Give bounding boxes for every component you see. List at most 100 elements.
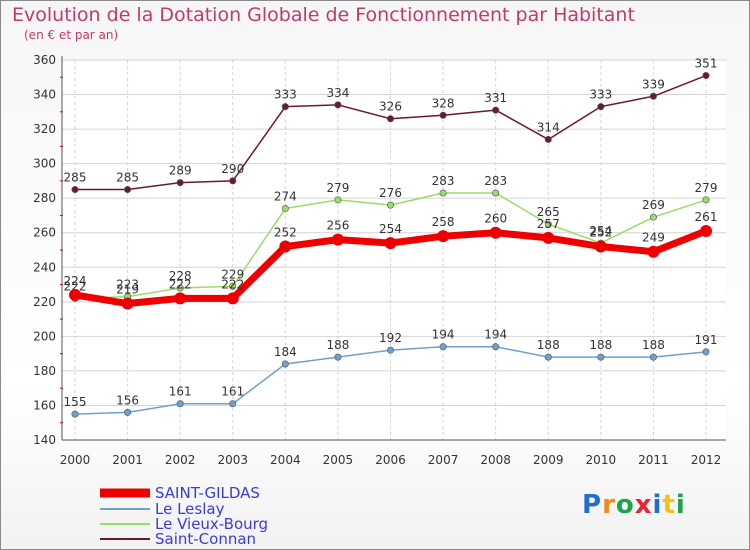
data-point [439, 111, 447, 119]
data-point [437, 230, 450, 243]
data-point [597, 353, 605, 361]
y-tick-label: 360 [33, 53, 56, 67]
x-tick-label: 2003 [217, 453, 248, 467]
data-point [176, 284, 184, 292]
data-point [229, 400, 237, 408]
data-label: 188 [589, 338, 612, 352]
data-point [279, 240, 292, 253]
data-label: 269 [642, 198, 665, 212]
data-point [121, 297, 134, 310]
data-point [229, 282, 237, 290]
data-label: 252 [274, 226, 297, 240]
data-label: 222 [169, 277, 192, 291]
data-label: 333 [589, 88, 612, 102]
data-label: 261 [695, 210, 718, 224]
x-tick-label: 2007 [428, 453, 459, 467]
data-point [226, 292, 239, 305]
legend-label: Saint-Connan [155, 530, 256, 548]
data-label: 351 [695, 57, 718, 71]
data-label: 184 [274, 345, 297, 359]
data-point [176, 179, 184, 187]
data-point [544, 135, 552, 143]
data-label: 331 [484, 91, 507, 105]
data-point [71, 186, 79, 194]
data-point [386, 346, 394, 354]
proxiti-logo: Proxiti [582, 490, 686, 520]
data-point [281, 205, 289, 213]
y-tick-label: 200 [33, 329, 56, 343]
data-label: 156 [116, 393, 139, 407]
x-tick-label: 2012 [691, 453, 722, 467]
data-label: 279 [326, 181, 349, 195]
data-label: 188 [537, 338, 560, 352]
data-point [649, 213, 657, 221]
data-label: 326 [379, 100, 402, 114]
x-tick-label: 2006 [375, 453, 406, 467]
data-label: 283 [484, 174, 507, 188]
data-point [544, 353, 552, 361]
data-point [542, 231, 555, 244]
data-point [544, 220, 552, 228]
data-label: 188 [326, 338, 349, 352]
data-label: 254 [589, 224, 612, 238]
logo-letter: i [675, 490, 686, 520]
data-label: 289 [169, 164, 192, 178]
data-label: 252 [589, 226, 612, 240]
data-label: 223 [116, 278, 139, 292]
y-tick-label: 180 [33, 364, 56, 378]
data-point [281, 360, 289, 368]
data-label: 285 [116, 171, 139, 185]
x-tick-label: 2010 [586, 453, 617, 467]
data-point [124, 408, 132, 416]
x-tick-label: 2008 [480, 453, 511, 467]
data-label: 257 [537, 217, 560, 231]
data-label: 276 [379, 186, 402, 200]
data-label: 328 [432, 96, 455, 110]
data-point [334, 196, 342, 204]
chart-subtitle: (en € et par an) [24, 28, 119, 42]
data-label: 333 [274, 88, 297, 102]
data-point [649, 92, 657, 100]
data-point [281, 103, 289, 111]
data-point [492, 189, 500, 197]
data-point [229, 177, 237, 185]
data-label: 191 [695, 333, 718, 347]
data-label: 222 [221, 277, 244, 291]
data-point [702, 72, 710, 80]
data-label: 161 [169, 385, 192, 399]
data-point [334, 101, 342, 109]
data-point [492, 343, 500, 351]
x-tick-label: 2000 [60, 453, 91, 467]
data-point [384, 237, 397, 250]
data-label: 314 [537, 120, 560, 134]
data-label: 188 [642, 338, 665, 352]
y-tick-label: 140 [33, 433, 56, 447]
data-label: 256 [326, 219, 349, 233]
x-tick-label: 2005 [323, 453, 354, 467]
data-point [439, 189, 447, 197]
data-label: 254 [379, 222, 402, 236]
x-tick-label: 2004 [270, 453, 301, 467]
data-point [700, 225, 712, 237]
data-point [124, 186, 132, 194]
data-point [174, 292, 187, 305]
logo-letter: i [652, 490, 663, 520]
legend-label: SAINT-GILDAS [155, 484, 260, 502]
data-label: 334 [326, 86, 349, 100]
data-label: 192 [379, 331, 402, 345]
data-label: 161 [221, 385, 244, 399]
y-tick-label: 280 [33, 191, 56, 205]
data-label: 339 [642, 77, 665, 91]
y-tick-label: 260 [33, 226, 56, 240]
logo-letter: P [582, 490, 603, 520]
data-point [489, 226, 502, 239]
x-tick-label: 2011 [638, 453, 669, 467]
x-tick-label: 2009 [533, 453, 564, 467]
data-label: 219 [116, 283, 139, 297]
data-label: 155 [64, 395, 87, 409]
data-point [176, 400, 184, 408]
data-point [597, 103, 605, 111]
data-point [702, 348, 710, 356]
logo-letter: r [602, 490, 616, 520]
